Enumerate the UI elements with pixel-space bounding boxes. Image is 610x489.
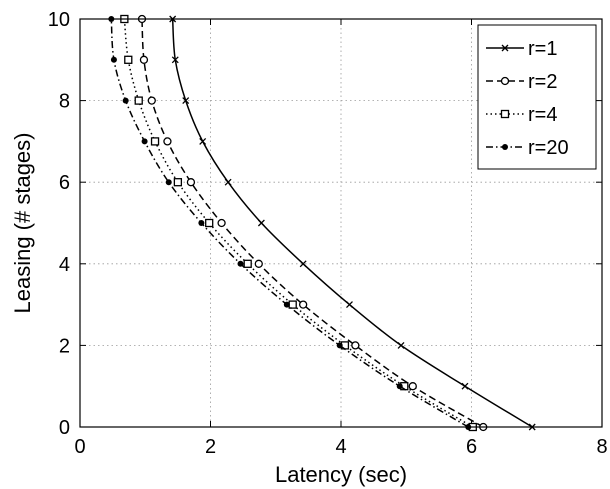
axis-ticks: 0 2 4 6 8 0 2 4 6 8 10 — [48, 9, 608, 458]
legend: r=1 r=2 r=4 r=20 — [477, 24, 597, 170]
legend-marker — [500, 76, 510, 86]
y-tick-label: 6 — [59, 172, 70, 194]
series-lines — [108, 14, 536, 432]
x-axis-label: Latency (sec) — [275, 462, 407, 487]
y-tick-label: 10 — [48, 9, 70, 31]
series-r=1 — [169, 15, 536, 431]
data-point — [257, 219, 265, 227]
data-point — [243, 259, 252, 268]
data-point — [173, 178, 183, 187]
y-axis-label: Leasing (# stages) — [10, 133, 35, 314]
data-point — [299, 260, 307, 268]
data-point — [299, 300, 308, 309]
data-point — [396, 383, 403, 390]
data-point — [110, 56, 117, 63]
data-point — [224, 178, 232, 186]
data-point — [408, 382, 417, 391]
data-point — [171, 56, 179, 64]
data-point — [346, 301, 353, 309]
data-point — [165, 179, 172, 186]
series-r=4 — [120, 14, 477, 432]
legend-item: r=20 — [486, 137, 569, 159]
series-line — [141, 18, 484, 428]
series-r=20 — [108, 16, 472, 430]
data-point — [461, 382, 469, 390]
data-point — [283, 301, 290, 308]
data-point — [134, 96, 143, 105]
x-tick-label: 6 — [466, 436, 477, 458]
y-tick-label: 8 — [59, 91, 70, 113]
plot-area-frame — [79, 18, 603, 428]
data-point — [351, 341, 360, 350]
data-point — [397, 341, 405, 349]
data-point — [199, 137, 207, 145]
series-r=2 — [137, 14, 488, 432]
data-point — [198, 220, 205, 226]
legend-marker — [502, 144, 508, 150]
data-point — [147, 96, 156, 105]
data-point — [139, 55, 149, 64]
legend-label: r=4 — [528, 104, 557, 126]
legend-item: r=2 — [486, 71, 557, 93]
data-point — [182, 97, 190, 105]
data-point — [163, 137, 172, 146]
x-tick-label: 0 — [74, 436, 85, 458]
x-tick-label: 4 — [335, 436, 346, 458]
data-point — [141, 138, 148, 145]
x-tick-label: 8 — [596, 436, 607, 458]
legend-label: r=1 — [528, 38, 557, 60]
data-point — [217, 218, 226, 228]
data-point — [124, 55, 133, 64]
series-line — [110, 18, 469, 428]
series-line — [123, 18, 474, 428]
data-point — [288, 300, 297, 309]
y-tick-label: 0 — [59, 417, 70, 439]
data-point — [237, 260, 244, 267]
y-tick-label: 2 — [59, 335, 70, 357]
legend-marker — [500, 109, 510, 119]
data-point — [186, 178, 196, 187]
data-point — [336, 342, 343, 349]
data-point — [205, 218, 214, 228]
legend-box — [477, 24, 597, 170]
data-point — [254, 259, 263, 268]
x-tick-label: 2 — [205, 436, 216, 458]
data-point — [150, 137, 160, 146]
legend-marker — [501, 44, 509, 52]
y-tick-label: 4 — [59, 254, 70, 276]
legend-item: r=1 — [486, 38, 557, 60]
legend-label: r=20 — [528, 137, 569, 159]
data-point — [122, 97, 129, 104]
legend-item: r=4 — [486, 104, 557, 126]
legend-label: r=2 — [528, 71, 557, 93]
